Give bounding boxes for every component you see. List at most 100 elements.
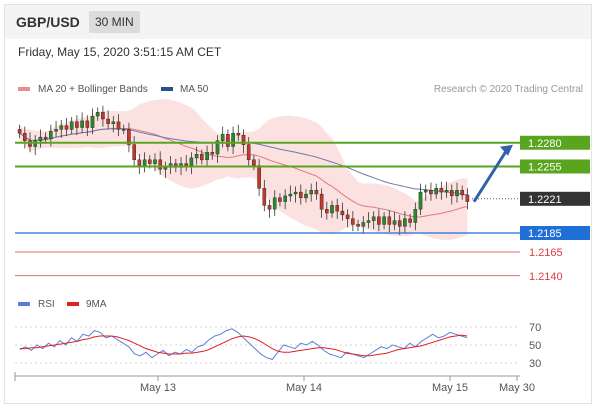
timeframe-badge[interactable]: 30 MIN [89, 11, 140, 33]
candle-body [288, 193, 293, 197]
candle-body [80, 120, 84, 128]
candle-body [257, 165, 261, 189]
candle-body [59, 125, 64, 130]
candle-body [127, 129, 131, 145]
candle-body [163, 167, 168, 170]
candle-body [371, 216, 376, 221]
x-tick-label: May 13 [140, 382, 176, 394]
candle-body [299, 191, 303, 199]
candle-body [95, 112, 100, 117]
candle-body [64, 125, 69, 130]
candle-body [231, 132, 235, 147]
candle-body [444, 189, 449, 193]
candle-body [450, 189, 454, 197]
resistance-tag [520, 159, 590, 174]
ma9-legend-label: 9MA [86, 299, 107, 310]
resistance-value: 1.2255 [528, 162, 562, 174]
candle-body [132, 144, 137, 161]
candle-body [392, 220, 397, 225]
candle-body [423, 189, 428, 193]
candle-body [267, 205, 272, 210]
candle-body [121, 129, 126, 131]
candle-body [38, 136, 43, 142]
candle-body [377, 216, 381, 225]
candle-body [153, 159, 157, 164]
timestamp: Friday, May 15, 2020 3:51:15 AM CET [18, 45, 222, 59]
candle-body [397, 220, 402, 227]
candle-body [210, 151, 215, 155]
candle-body [75, 121, 79, 128]
candle-body [262, 188, 267, 206]
candle-body [17, 129, 22, 134]
current-price-value: 1.2221 [528, 194, 562, 206]
candle-body [283, 195, 288, 202]
candle-body [23, 132, 27, 141]
chart-header: GBP/USD 30 MIN [5, 5, 591, 39]
candle-body [85, 120, 90, 128]
candle-body [429, 189, 433, 195]
candle-body [158, 159, 163, 170]
candle-body [382, 216, 386, 225]
candle-body [465, 194, 470, 202]
candle-body [69, 121, 74, 130]
candle-body [319, 193, 324, 210]
candle-body [408, 218, 412, 223]
candle-body [403, 218, 407, 227]
candle-body [356, 224, 360, 227]
candle-body [246, 144, 251, 161]
candle-body [54, 129, 58, 132]
x-tick-label: May 15 [432, 382, 468, 394]
support-value: 1.2140 [529, 271, 563, 283]
current-price-tag [520, 191, 590, 206]
candle-body [215, 140, 220, 155]
candle-body [194, 153, 199, 159]
candle-body [189, 157, 194, 166]
credit-label: Research © 2020 Trading Central [433, 84, 583, 95]
candle-body [325, 208, 329, 214]
rsi-line [19, 328, 468, 360]
ma20-legend-label: MA 20 + Bollinger Bands [38, 84, 148, 95]
candle-body [106, 118, 110, 124]
candle-body [278, 197, 282, 202]
candle-body [236, 132, 241, 136]
candle-body [434, 188, 439, 195]
bollinger-band [19, 99, 468, 241]
candle-body [142, 159, 147, 166]
candle-body [309, 189, 314, 195]
candle-body [101, 112, 105, 120]
candle-body [340, 210, 345, 216]
candle-body [314, 189, 319, 195]
candle-body [137, 159, 142, 166]
candle-body [272, 197, 277, 210]
forecast-arrow-shaft [472, 148, 509, 203]
pair-label: GBP/USD [16, 14, 80, 30]
candle-body [366, 220, 371, 223]
candle-body [418, 191, 423, 210]
candle-body [455, 189, 459, 197]
candle-body [205, 151, 209, 160]
candle-body [351, 218, 355, 225]
ma20-legend-swatch [18, 87, 30, 91]
pivot-tag [520, 226, 590, 240]
candle-body [116, 121, 121, 130]
rsi-legend-label: RSI [38, 299, 55, 310]
candle-body [439, 188, 444, 193]
pivot-value: 1.2185 [528, 228, 562, 240]
candle-body [252, 159, 256, 166]
chart-card: GBP/USD 30 MIN Friday, May 15, 2020 3:51… [4, 4, 592, 404]
candle-body [184, 163, 189, 166]
forecast-arrow-head [500, 144, 513, 156]
rsi-tick-label: 70 [529, 322, 541, 334]
ma50-legend-swatch [161, 87, 173, 91]
candle-body [335, 205, 340, 212]
candle-body [199, 153, 204, 161]
candle-body [413, 208, 418, 223]
ma9-legend-swatch [67, 302, 79, 306]
rsi-tick-label: 30 [529, 358, 541, 370]
x-tick-label: May 30 [499, 382, 535, 394]
resistance-tag [520, 135, 590, 150]
candle-body [226, 133, 230, 147]
resistance-value: 1.2280 [528, 138, 562, 150]
candle-body [345, 214, 350, 219]
